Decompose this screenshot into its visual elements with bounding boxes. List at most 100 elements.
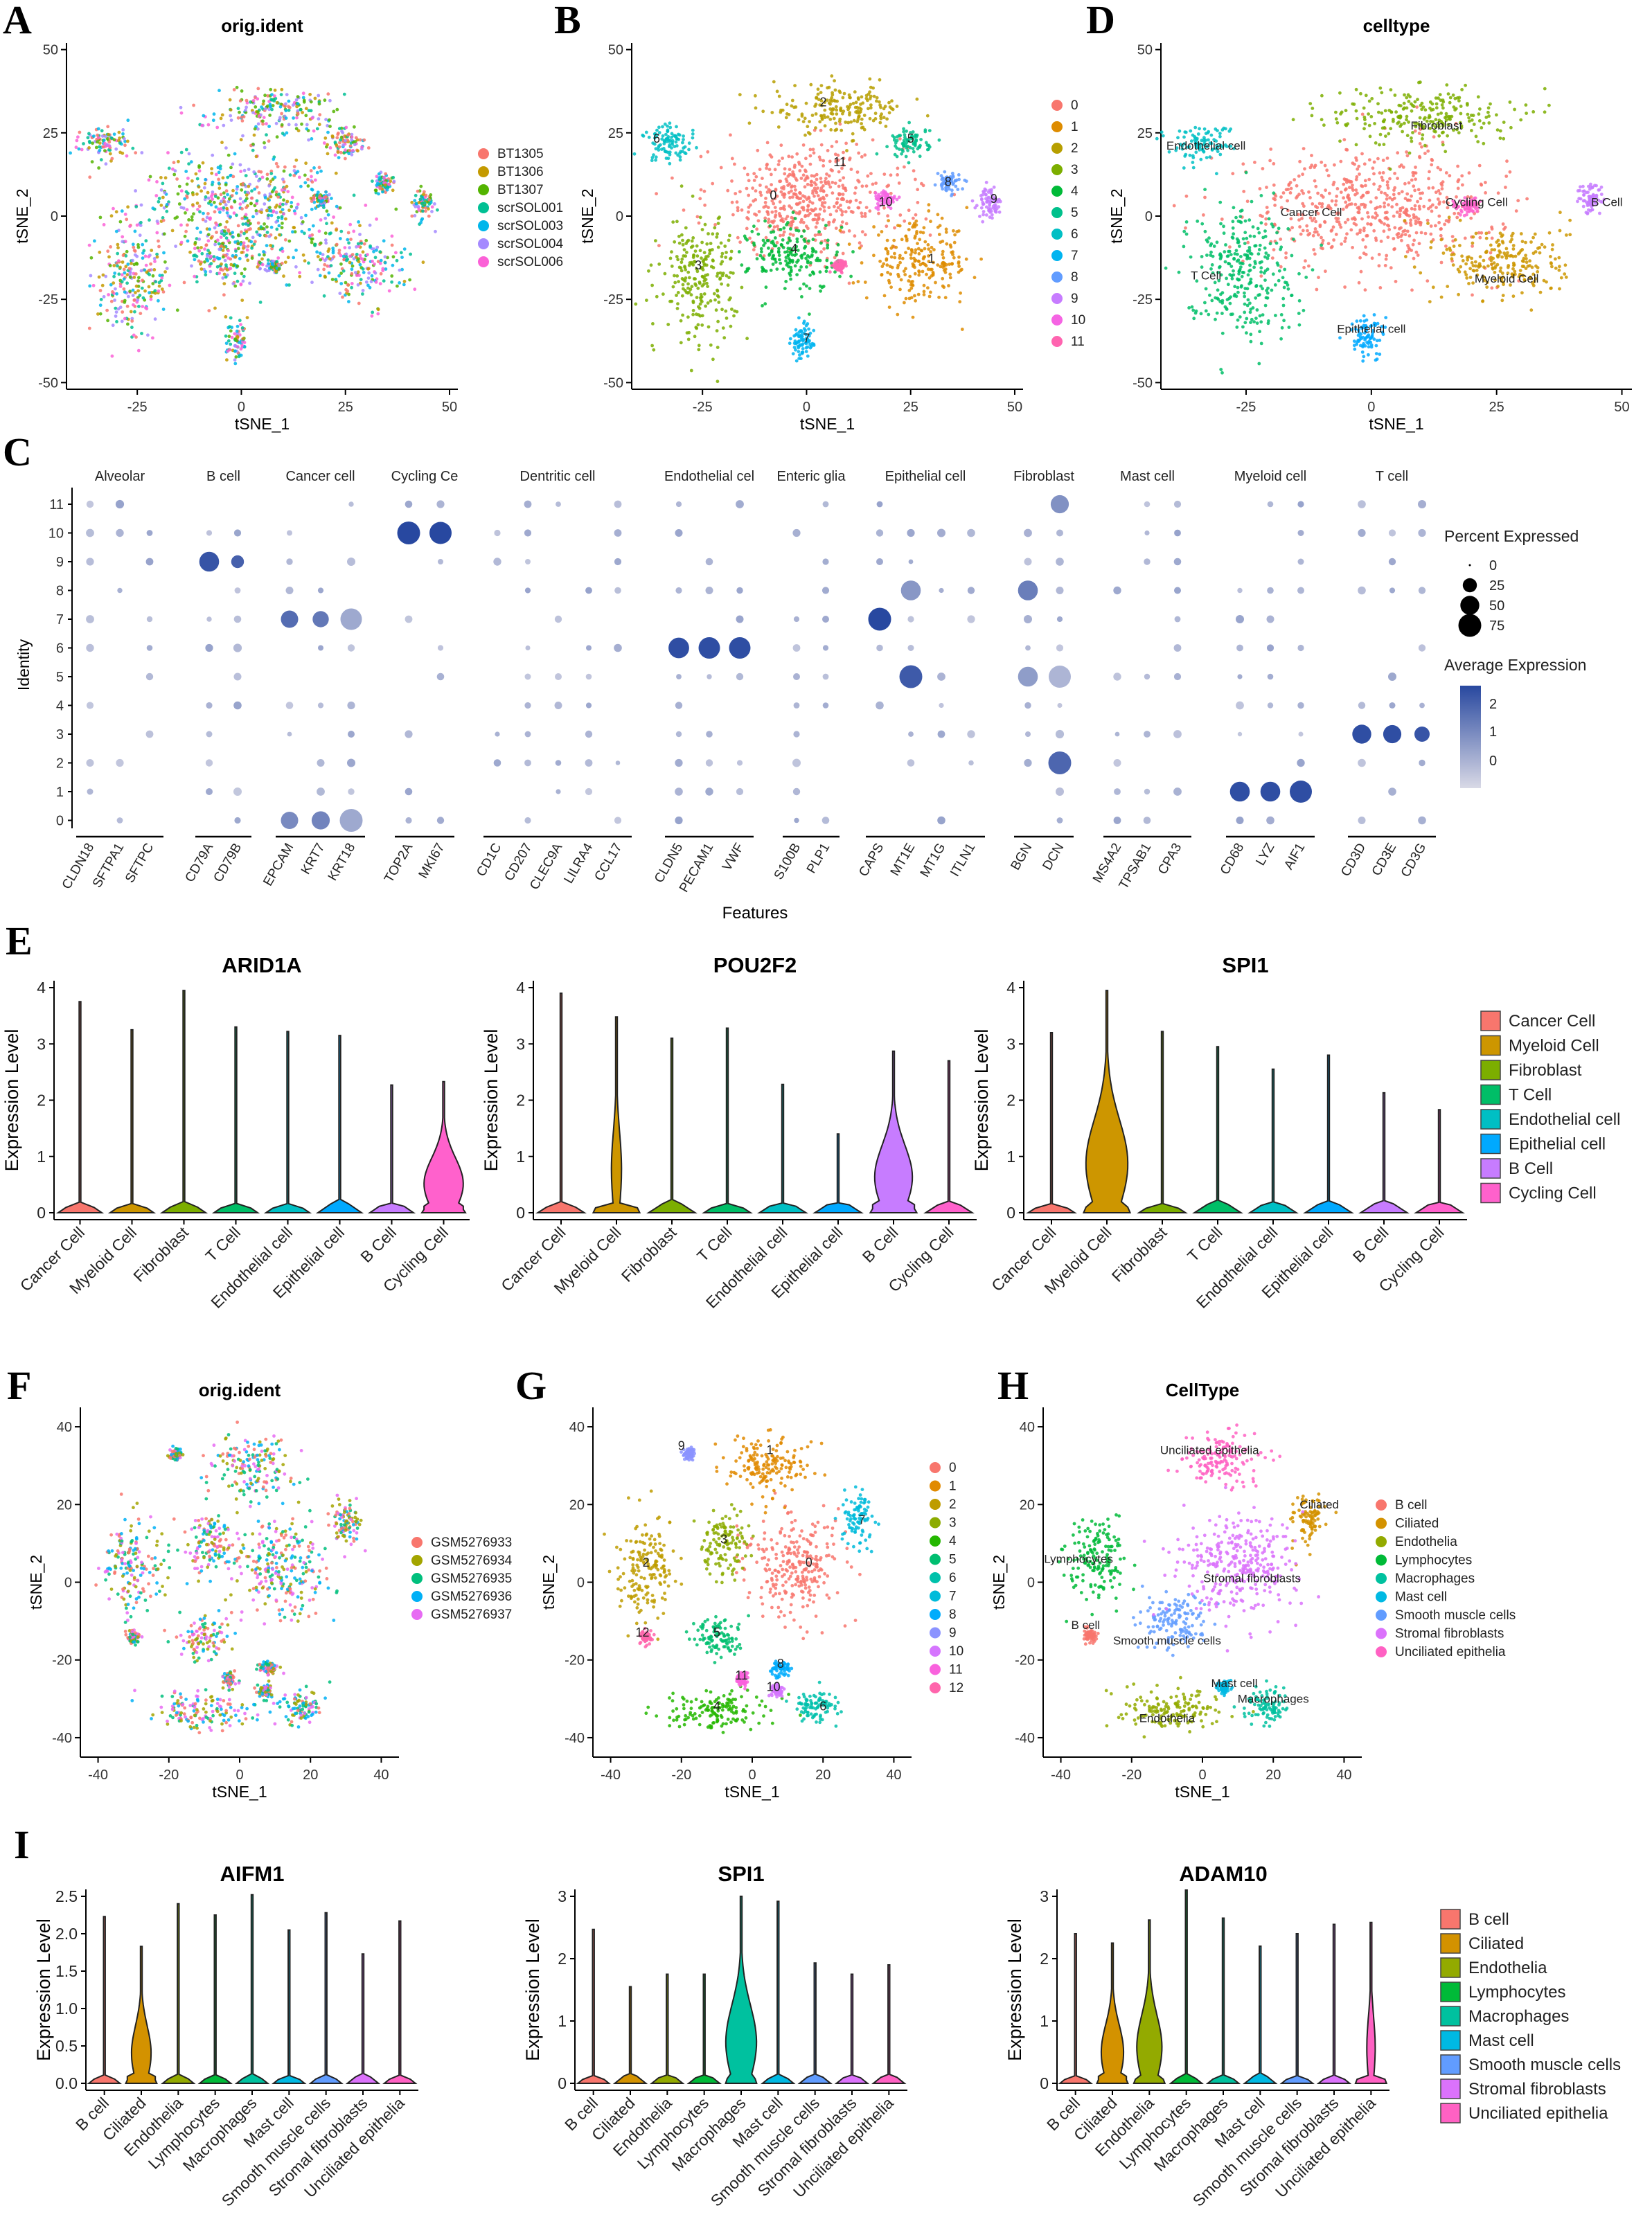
cell-point bbox=[772, 225, 776, 229]
cell-point bbox=[246, 190, 249, 195]
cell-point bbox=[225, 268, 229, 271]
cell-point bbox=[215, 238, 220, 242]
cell-point bbox=[729, 256, 733, 260]
cell-point bbox=[423, 201, 427, 205]
cell-point bbox=[828, 185, 833, 189]
cell-point bbox=[1550, 247, 1554, 251]
cell-point bbox=[1409, 223, 1413, 227]
cell-point bbox=[125, 273, 130, 277]
cell-point bbox=[283, 260, 287, 264]
cell-point bbox=[391, 263, 395, 267]
cell-point bbox=[148, 268, 152, 272]
cell-point bbox=[173, 216, 177, 220]
cell-point bbox=[1401, 206, 1405, 210]
cell-point bbox=[240, 207, 244, 211]
cell-point bbox=[700, 274, 704, 278]
cell-point bbox=[677, 132, 680, 136]
cell-point bbox=[357, 301, 361, 305]
cell-point bbox=[773, 206, 777, 209]
cell-point bbox=[1362, 127, 1366, 131]
cell-point bbox=[157, 284, 161, 288]
cell-point bbox=[1274, 241, 1279, 245]
cell-point bbox=[229, 166, 233, 170]
cell-point bbox=[257, 179, 260, 183]
cell-point bbox=[122, 277, 126, 281]
cell-point bbox=[791, 233, 795, 237]
cell-point bbox=[1318, 223, 1322, 227]
cell-point bbox=[1317, 233, 1320, 237]
cell-point bbox=[755, 253, 759, 256]
cell-point bbox=[748, 236, 752, 240]
cell-point bbox=[1447, 215, 1451, 220]
cell-point bbox=[846, 121, 851, 125]
cell-point bbox=[336, 150, 340, 154]
cell-point bbox=[941, 240, 945, 243]
cell-point bbox=[754, 189, 758, 193]
cell-point bbox=[698, 249, 702, 253]
cell-point bbox=[819, 99, 824, 103]
cell-point bbox=[130, 326, 134, 330]
cell-point bbox=[914, 177, 917, 181]
cell-point bbox=[362, 138, 366, 142]
cell-point bbox=[172, 172, 177, 177]
cell-point bbox=[285, 283, 289, 287]
cell-point bbox=[797, 335, 801, 339]
cell-point bbox=[896, 272, 900, 276]
cell-point bbox=[1420, 101, 1424, 105]
cell-point bbox=[1520, 265, 1525, 268]
cell-point bbox=[227, 249, 230, 253]
y-axis-title: tSNE_2 bbox=[578, 188, 596, 243]
cell-point bbox=[882, 116, 886, 120]
cell-point bbox=[869, 103, 873, 107]
cell-point bbox=[1448, 100, 1452, 105]
cell-point bbox=[1410, 194, 1413, 198]
cell-point bbox=[350, 135, 354, 139]
cell-point bbox=[1279, 195, 1283, 199]
cell-point bbox=[712, 292, 716, 296]
cell-point bbox=[1525, 197, 1529, 201]
cell-point bbox=[1410, 139, 1414, 143]
cell-point bbox=[761, 177, 764, 180]
cell-point bbox=[773, 168, 777, 172]
cell-point bbox=[241, 279, 245, 283]
cell-point bbox=[1328, 191, 1331, 195]
cell-point bbox=[430, 205, 434, 209]
cell-point bbox=[661, 292, 665, 296]
cell-point bbox=[265, 172, 269, 177]
cell-point bbox=[1540, 242, 1544, 247]
cell-point bbox=[1236, 318, 1240, 322]
cell-point bbox=[779, 108, 783, 112]
cell-point bbox=[1321, 195, 1325, 199]
cell-point bbox=[1252, 265, 1256, 269]
cell-point bbox=[994, 210, 998, 214]
cell-point bbox=[194, 172, 198, 176]
cell-point bbox=[321, 198, 325, 202]
cell-point bbox=[269, 265, 274, 269]
cell-point bbox=[927, 129, 932, 133]
cell-point bbox=[344, 258, 348, 262]
cell-point bbox=[752, 172, 756, 176]
cell-point bbox=[840, 128, 844, 132]
cell-point bbox=[889, 285, 893, 290]
cell-point bbox=[872, 225, 876, 229]
cell-point bbox=[693, 260, 696, 263]
cell-point bbox=[341, 254, 346, 258]
cell-point bbox=[771, 262, 775, 266]
cell-point bbox=[947, 284, 950, 287]
cell-point bbox=[229, 342, 233, 346]
cell-point bbox=[1398, 165, 1402, 169]
cell-point bbox=[361, 267, 365, 271]
cell-point bbox=[1323, 163, 1327, 168]
cell-point bbox=[355, 252, 359, 256]
cell-point bbox=[761, 269, 765, 273]
cell-point bbox=[668, 161, 672, 166]
cell-point bbox=[1367, 112, 1370, 116]
cell-point bbox=[424, 206, 427, 210]
cell-point bbox=[1484, 116, 1489, 119]
cell-point bbox=[122, 287, 126, 291]
cell-point bbox=[720, 255, 724, 258]
cell-point bbox=[304, 114, 308, 118]
cell-point bbox=[825, 98, 829, 103]
cell-point bbox=[764, 197, 767, 200]
cell-point bbox=[242, 244, 245, 248]
